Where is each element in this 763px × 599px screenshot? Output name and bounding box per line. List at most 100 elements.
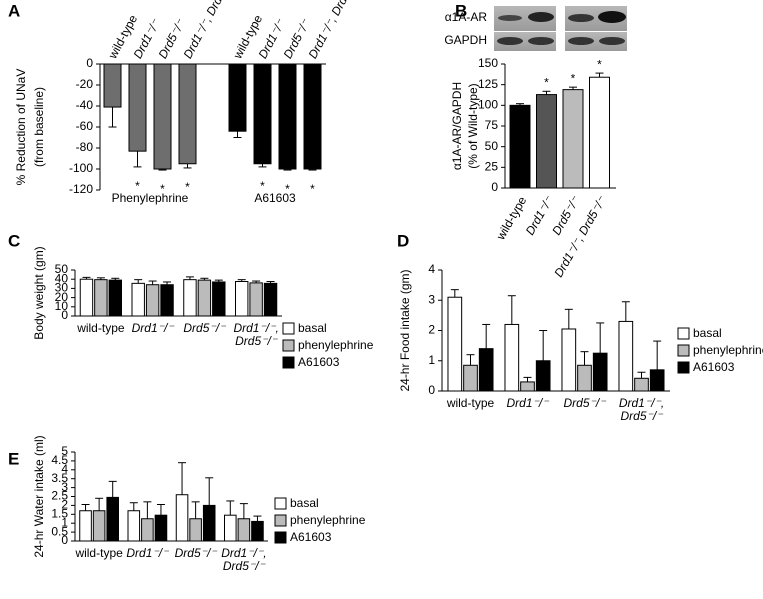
x-tick-label: wild-type	[446, 396, 495, 410]
legend-label: phenylephrine	[298, 338, 374, 352]
legend-label: basal	[290, 496, 319, 510]
bar	[509, 104, 531, 189]
bar	[249, 282, 263, 317]
legend-swatch	[282, 356, 295, 369]
panel-letter: A	[8, 1, 20, 20]
y-tick-label: 100	[478, 98, 498, 112]
bar	[145, 284, 160, 317]
y-tick-label: -20	[76, 77, 94, 91]
bar	[561, 328, 577, 392]
y-tick-label: 25	[485, 160, 499, 174]
y-tick-label: 0	[428, 383, 435, 397]
bar	[189, 518, 202, 542]
x-tick-label: Drd5⁻/⁻	[175, 546, 219, 560]
legend-swatch	[677, 361, 690, 374]
blot-label: GAPDH	[444, 33, 487, 47]
bar	[589, 76, 610, 189]
x-tick-label: Drd5⁻/⁻	[223, 559, 267, 573]
y-tick-label: 2.5	[51, 489, 68, 503]
y-tick-label: 5	[61, 444, 68, 458]
blot-label: α1A-AR	[445, 10, 488, 24]
bar	[154, 514, 168, 542]
y-tick-label: 40	[55, 271, 69, 285]
legend-label: A61603	[298, 355, 340, 369]
panel-letter: E	[8, 449, 19, 468]
legend-swatch	[274, 531, 287, 544]
y-tick-label: 3	[61, 480, 68, 494]
x-tick-label: wild-type	[493, 194, 529, 243]
bar	[251, 520, 264, 542]
legend-label: A61603	[290, 530, 332, 544]
legend-label: basal	[298, 321, 327, 335]
legend-swatch	[274, 497, 287, 510]
x-tick-label: wild-type	[76, 321, 125, 335]
blot-images	[494, 6, 627, 51]
bar	[212, 281, 226, 317]
x-tick-label: wild-type	[74, 546, 123, 560]
x-tick-label: Drd5⁻/⁻	[620, 409, 664, 423]
legend-swatch	[282, 322, 295, 335]
bar	[228, 63, 247, 132]
bar	[79, 510, 92, 542]
y-tick-label: 75	[485, 118, 499, 132]
bar	[131, 282, 145, 317]
y-tick-label: 0	[61, 308, 68, 322]
bar	[536, 94, 557, 189]
panel-letter: C	[8, 231, 20, 250]
y-tick-label: -120	[69, 182, 93, 196]
y-axis-label: (from baseline)	[32, 87, 46, 167]
y-tick-label: 4	[61, 462, 68, 476]
x-tick-label: Drd1⁻/⁻	[126, 546, 170, 560]
legend-label: A61603	[693, 360, 735, 374]
bar	[253, 63, 272, 165]
bar	[520, 381, 535, 392]
bar	[463, 364, 478, 392]
bar	[175, 494, 189, 542]
bar	[128, 63, 147, 152]
bar	[202, 504, 216, 542]
y-tick-label: 0	[491, 180, 498, 194]
bar	[649, 369, 665, 392]
bar	[127, 510, 141, 542]
y-tick-label: 1.5	[51, 506, 68, 520]
y-tick-label: 2	[428, 323, 435, 337]
significance-marker: *	[135, 179, 140, 193]
legend-swatch	[677, 327, 690, 340]
bar	[153, 63, 172, 170]
bar	[94, 279, 108, 317]
y-tick-label: -80	[76, 140, 94, 154]
y-tick-label: 3	[428, 292, 435, 306]
x-tick-label: Drd5⁻/⁻	[183, 321, 227, 335]
legend-swatch	[677, 344, 690, 357]
legend-swatch	[274, 514, 287, 527]
x-tick-label: Drd1⁻/⁻,	[233, 321, 278, 335]
y-axis-label: α1A-AR/GAPDH	[450, 82, 464, 170]
bar	[106, 496, 119, 542]
bar	[178, 63, 197, 165]
y-tick-label: 125	[478, 77, 498, 91]
bar	[237, 518, 251, 542]
x-tick-label: Drd1⁻/⁻, Drd5⁻/⁻	[181, 0, 237, 61]
significance-marker: *	[597, 57, 602, 71]
bar	[447, 296, 463, 392]
significance-marker: *	[310, 182, 315, 196]
bar	[79, 278, 94, 317]
y-tick-label: 10	[55, 299, 69, 313]
bar	[108, 279, 123, 317]
panel-letter: D	[397, 231, 409, 250]
bar	[103, 63, 122, 108]
y-tick-label: 3.5	[51, 471, 68, 485]
bar	[224, 514, 237, 542]
bar	[141, 518, 154, 542]
significance-marker: *	[571, 71, 576, 85]
x-tick-label: Drd1⁻/⁻	[506, 396, 550, 410]
significance-marker: *	[285, 182, 290, 196]
y-axis-label: 24-hr Water intake (ml)	[32, 435, 46, 557]
significance-marker: *	[160, 182, 165, 196]
bar	[577, 364, 592, 392]
y-tick-label: 0	[61, 533, 68, 547]
bar	[562, 89, 584, 189]
bar	[535, 360, 551, 392]
bar	[183, 279, 197, 317]
legend-label: phenylephrine	[290, 513, 366, 527]
